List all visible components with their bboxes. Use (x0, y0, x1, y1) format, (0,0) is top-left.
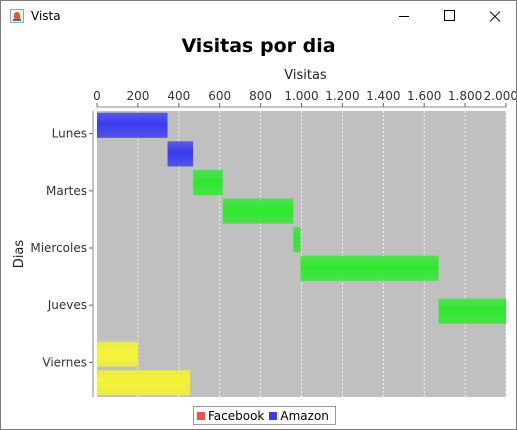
bar-viernes (97, 341, 138, 367)
bar-miercoles (293, 227, 301, 253)
x-tick-label: 2.000 (484, 89, 516, 103)
bar-viernes (97, 370, 191, 396)
legend-label-amazon: Amazon (280, 408, 329, 423)
bar-martes (193, 169, 223, 196)
x-tick-label: 1.200 (325, 89, 359, 103)
bar-jueves (438, 298, 506, 324)
chart-title: Visitas por dia (181, 35, 336, 57)
x-tick-label: 1.000 (284, 89, 318, 103)
java-app-icon (10, 9, 24, 23)
legend-item-facebook: Facebook (197, 409, 264, 423)
title-bar: Vista (1, 1, 516, 31)
maximize-button[interactable] (427, 1, 473, 31)
y-tick-label: Martes (46, 184, 87, 198)
x-tick-label: 600 (208, 89, 231, 103)
legend-label-facebook: Facebook (208, 408, 265, 423)
x-tick-label: 800 (249, 89, 272, 103)
bar-miercoles (300, 255, 439, 281)
x-tick-label: 1.800 (448, 89, 482, 103)
y-tick-label: Lunes (52, 127, 87, 141)
minimize-button[interactable] (381, 1, 427, 31)
y-tick-label: Miercoles (30, 241, 87, 255)
x-axis-title: Visitas (284, 68, 327, 83)
y-axis-title: Dias (12, 240, 27, 269)
bar-martes (222, 198, 294, 224)
plot-background (97, 111, 506, 397)
x-tick-label: 1.400 (366, 89, 400, 103)
x-tick-label: 400 (167, 89, 190, 103)
legend-item-amazon: Amazon (269, 409, 329, 423)
x-tick-label: 0 (93, 89, 101, 103)
y-tick-label: Jueves (47, 298, 87, 312)
x-tick-label: 1.600 (407, 89, 441, 103)
legend-swatch-amazon (269, 411, 278, 420)
bar-lunes (97, 112, 168, 138)
window-title: Vista (31, 9, 61, 23)
legend: Facebook Amazon (193, 406, 336, 425)
bar-lunes (167, 141, 194, 167)
legend-swatch-facebook (197, 411, 205, 420)
y-tick-label: Viernes (42, 355, 87, 369)
x-tick-label: 200 (126, 89, 149, 103)
